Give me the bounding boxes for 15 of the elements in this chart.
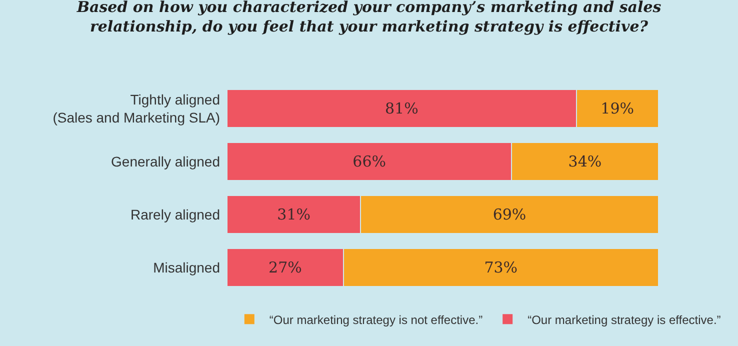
- y-tick-label: Misaligned: [153, 259, 220, 276]
- data-label: 81%: [385, 100, 418, 118]
- data-label: 27%: [268, 258, 302, 276]
- data-label: 34%: [568, 152, 602, 170]
- data-label: 66%: [352, 152, 386, 170]
- data-label: 31%: [277, 206, 311, 224]
- y-tick-label: Rarely aligned: [130, 206, 220, 222]
- data-label: 19%: [600, 100, 634, 118]
- legend-label: “Our marketing strategy is effective.”: [528, 312, 721, 327]
- legend-label: “Our marketing strategy is not effective.”: [269, 312, 483, 327]
- chart-title: Based on how you characterized your company’s marketing and sales relationship, do you feel that your marketing strategy is effective?: [76, 0, 662, 36]
- y-tick-label: Generally aligned: [111, 153, 220, 170]
- y-tick-label: Tightly aligned (Sales and Marketing SLA): [52, 91, 220, 126]
- data-label: 73%: [484, 258, 518, 276]
- data-label: 69%: [492, 206, 526, 224]
